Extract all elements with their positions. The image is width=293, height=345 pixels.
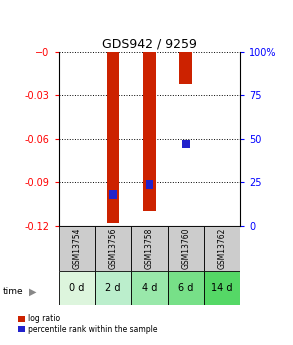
- Bar: [107, 52, 120, 223]
- Text: GSM13762: GSM13762: [218, 228, 226, 269]
- Bar: [168, 226, 204, 271]
- Text: GSM13758: GSM13758: [145, 228, 154, 269]
- Bar: [131, 226, 168, 271]
- Text: 14 d: 14 d: [211, 283, 233, 293]
- Bar: [146, 180, 153, 188]
- Bar: [204, 226, 240, 271]
- Text: ▶: ▶: [29, 287, 37, 296]
- Bar: [109, 190, 117, 199]
- Text: 4 d: 4 d: [142, 283, 157, 293]
- Text: 0 d: 0 d: [69, 283, 84, 293]
- Title: GDS942 / 9259: GDS942 / 9259: [102, 38, 197, 51]
- Bar: [168, 271, 204, 305]
- Text: 6 d: 6 d: [178, 283, 193, 293]
- Bar: [143, 52, 156, 211]
- Bar: [95, 271, 131, 305]
- Bar: [204, 271, 240, 305]
- Bar: [179, 52, 192, 84]
- Bar: [59, 226, 95, 271]
- Text: GSM13754: GSM13754: [72, 228, 81, 269]
- Bar: [59, 271, 95, 305]
- Text: GSM13760: GSM13760: [181, 228, 190, 269]
- Bar: [95, 226, 131, 271]
- Bar: [182, 140, 190, 148]
- Legend: log ratio, percentile rank within the sample: log ratio, percentile rank within the sa…: [18, 314, 157, 334]
- Text: 2 d: 2 d: [105, 283, 121, 293]
- Text: time: time: [3, 287, 23, 296]
- Text: GSM13756: GSM13756: [109, 228, 117, 269]
- Bar: [131, 271, 168, 305]
